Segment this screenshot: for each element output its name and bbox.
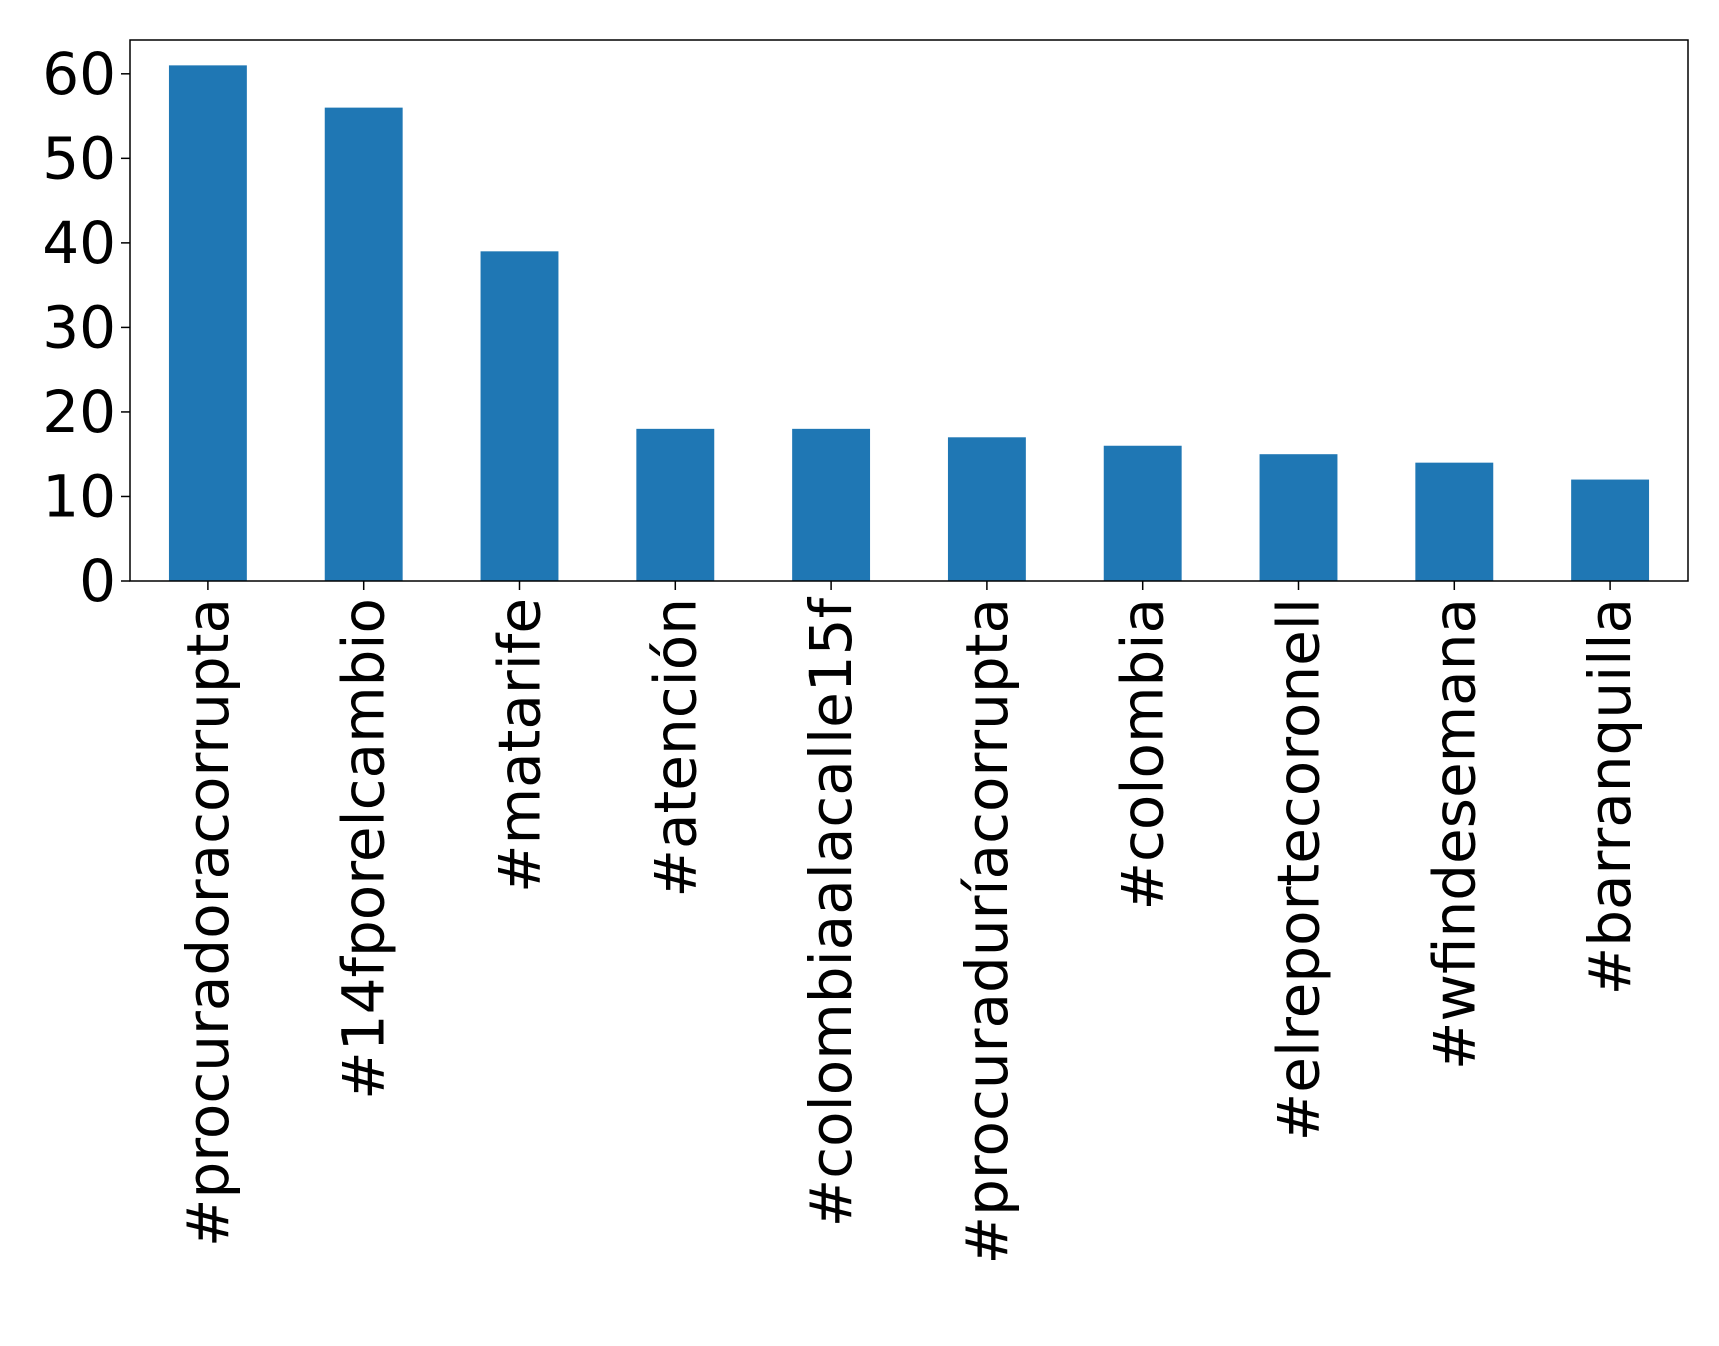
bar-2 bbox=[480, 251, 559, 581]
y-tick-label: 50 bbox=[42, 124, 116, 192]
bar-3 bbox=[636, 428, 715, 581]
bar-4 bbox=[792, 428, 871, 581]
x-tick-label: #barranquilla bbox=[1576, 598, 1644, 995]
bar-5 bbox=[947, 437, 1026, 581]
x-tick-label: #14fporelcambio bbox=[330, 598, 398, 1100]
x-tick-label: #elreportecoronell bbox=[1265, 598, 1333, 1141]
x-tick-label: #colombiaalacalle15f bbox=[797, 596, 865, 1227]
bar-7 bbox=[1259, 454, 1338, 581]
x-tick-label: #atención bbox=[641, 598, 709, 898]
y-axis: 0 10 20 30 40 50 60 bbox=[42, 40, 130, 615]
x-tick-label: #colombia bbox=[1109, 598, 1177, 911]
y-tick-label: 20 bbox=[42, 378, 116, 446]
y-tick-label: 0 bbox=[79, 547, 116, 615]
bar-1 bbox=[324, 107, 403, 581]
y-tick-label: 60 bbox=[42, 40, 116, 108]
bar-8 bbox=[1415, 462, 1494, 581]
bar-9 bbox=[1571, 479, 1650, 581]
y-tick-label: 40 bbox=[42, 209, 116, 277]
y-tick-label: 30 bbox=[42, 293, 116, 361]
x-tick-label: #matarife bbox=[486, 598, 554, 893]
x-axis: #procuradoracorrupta #14fporelcambio #mata… bbox=[174, 581, 1644, 1265]
y-tick-label: 10 bbox=[42, 462, 116, 530]
x-tick-label: #procuraduríacorrupta bbox=[953, 598, 1021, 1265]
bar-0 bbox=[168, 65, 247, 581]
bar-6 bbox=[1103, 445, 1182, 581]
plot-frame bbox=[129, 39, 1689, 582]
x-tick-label: #procuradoracorrupta bbox=[174, 598, 242, 1247]
bars-layer bbox=[168, 65, 1650, 581]
x-tick-label: #wfindesemana bbox=[1420, 598, 1488, 1070]
